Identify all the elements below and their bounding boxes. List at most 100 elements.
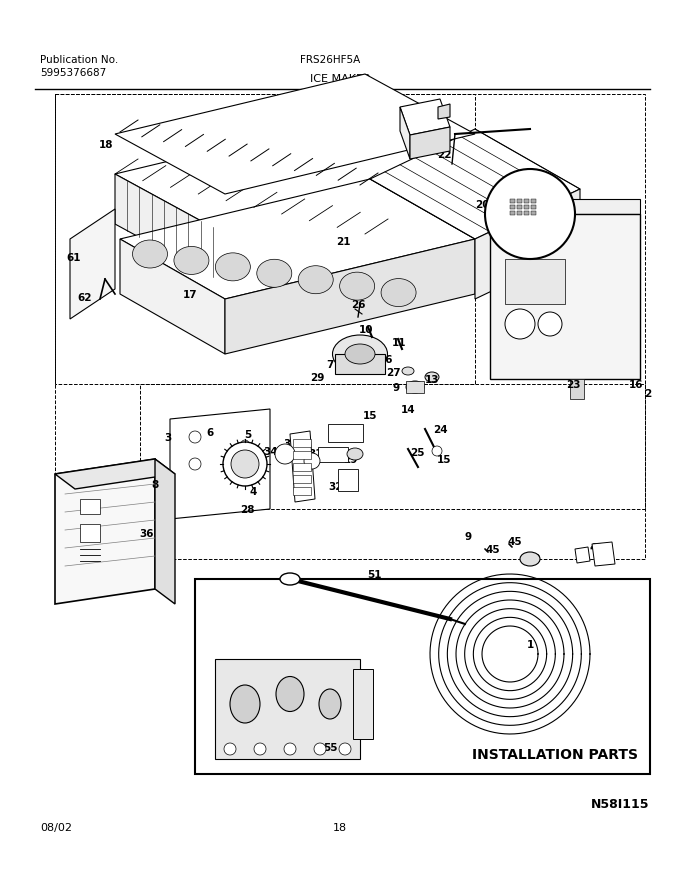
Polygon shape (115, 75, 475, 195)
Text: 51: 51 (367, 569, 381, 580)
Bar (517, 212, 522, 216)
Text: 4: 4 (250, 487, 256, 496)
Text: 31: 31 (309, 448, 323, 459)
Text: 11: 11 (392, 338, 406, 348)
Text: FRS26HF5A: FRS26HF5A (300, 55, 360, 65)
Text: 45: 45 (486, 544, 500, 554)
Ellipse shape (319, 689, 341, 720)
Bar (517, 206, 522, 209)
Text: 29: 29 (343, 454, 357, 464)
Polygon shape (592, 542, 615, 567)
Text: 10: 10 (359, 325, 373, 335)
Ellipse shape (425, 373, 439, 382)
Bar (293, 463, 311, 472)
Ellipse shape (520, 553, 540, 567)
Ellipse shape (406, 381, 424, 394)
Polygon shape (115, 115, 475, 235)
Text: 21: 21 (336, 236, 350, 247)
Polygon shape (70, 209, 115, 320)
Bar (531, 200, 536, 203)
Bar (318, 448, 348, 462)
Circle shape (254, 743, 266, 755)
Bar (293, 488, 311, 495)
Bar (140, 385, 645, 560)
Polygon shape (575, 547, 590, 563)
Polygon shape (225, 240, 475, 355)
Text: 64: 64 (576, 548, 590, 559)
Polygon shape (170, 409, 270, 520)
Text: 15: 15 (437, 454, 452, 464)
Text: 14: 14 (401, 405, 415, 415)
Ellipse shape (333, 335, 388, 374)
Ellipse shape (276, 677, 304, 712)
Polygon shape (290, 432, 315, 502)
Bar (293, 475, 311, 483)
Text: 55: 55 (323, 742, 337, 753)
Polygon shape (410, 128, 450, 160)
Text: 34: 34 (264, 447, 278, 456)
Circle shape (275, 444, 295, 464)
Circle shape (304, 454, 320, 469)
Text: 3: 3 (165, 433, 171, 442)
Polygon shape (400, 100, 450, 136)
Text: 16: 16 (629, 380, 643, 389)
Ellipse shape (133, 241, 167, 269)
Text: 60: 60 (206, 143, 220, 153)
Circle shape (231, 450, 259, 479)
Bar (406, 381, 424, 394)
Ellipse shape (345, 345, 375, 365)
Text: 19: 19 (394, 123, 408, 133)
Text: 26: 26 (378, 355, 392, 365)
Text: 13: 13 (425, 375, 439, 385)
Circle shape (538, 313, 562, 336)
Bar (335, 355, 385, 375)
Bar (510, 206, 515, 209)
Bar (328, 425, 363, 442)
Text: 42: 42 (527, 554, 541, 563)
Ellipse shape (402, 368, 414, 375)
Bar (293, 440, 311, 448)
Bar (355, 349, 367, 368)
Text: 28: 28 (240, 504, 254, 514)
Text: 6: 6 (206, 428, 214, 437)
Text: 18: 18 (333, 822, 347, 832)
Text: 35: 35 (238, 454, 252, 464)
Text: 7: 7 (326, 360, 334, 369)
Text: 17: 17 (183, 289, 197, 300)
Circle shape (189, 459, 201, 470)
Ellipse shape (230, 686, 260, 723)
Text: 2: 2 (645, 388, 651, 399)
Bar (55, 95, 475, 385)
Text: 15: 15 (362, 410, 377, 421)
Circle shape (432, 447, 442, 456)
Ellipse shape (381, 279, 416, 308)
Bar (570, 380, 584, 400)
Polygon shape (120, 240, 225, 355)
Circle shape (241, 441, 249, 448)
Bar (490, 215, 640, 380)
Text: 33: 33 (284, 439, 299, 448)
Bar (524, 212, 529, 216)
Polygon shape (55, 460, 175, 489)
Text: 5995376687: 5995376687 (40, 68, 106, 78)
Text: 24: 24 (432, 425, 447, 434)
Bar (80, 524, 100, 542)
Bar (517, 200, 522, 203)
Bar (531, 212, 536, 216)
Circle shape (189, 432, 201, 443)
Ellipse shape (174, 247, 209, 275)
Ellipse shape (299, 267, 333, 295)
Text: 34: 34 (300, 455, 314, 466)
Text: 9: 9 (392, 382, 400, 393)
FancyArrowPatch shape (485, 549, 488, 553)
Text: 8: 8 (152, 480, 158, 489)
Ellipse shape (347, 448, 363, 461)
Text: Publication No.: Publication No. (40, 55, 118, 65)
Text: 32: 32 (328, 481, 343, 492)
Polygon shape (155, 460, 175, 604)
Circle shape (224, 743, 236, 755)
Bar (80, 500, 100, 514)
Text: 20: 20 (475, 200, 489, 209)
Ellipse shape (280, 574, 300, 586)
Bar (353, 669, 373, 740)
